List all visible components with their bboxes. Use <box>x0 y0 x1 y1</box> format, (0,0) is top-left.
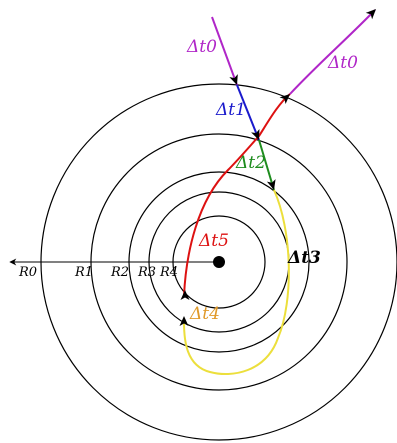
label-r1: R1 <box>74 265 93 280</box>
label-dt5: Δt5 <box>198 231 229 251</box>
label-r3: R3 <box>137 265 156 280</box>
arrow-out-mid <box>279 94 290 105</box>
arrow-dt4-upper <box>180 290 190 300</box>
segment-dt1 <box>236 84 260 141</box>
segment-dt5 <box>183 93 291 297</box>
label-dt0-in: Δt0 <box>186 37 217 57</box>
arrow-out-end <box>365 9 376 20</box>
arrow-dt1 <box>251 129 260 140</box>
label-dt0-out: Δt0 <box>327 53 358 73</box>
arrow-dt2 <box>266 179 276 190</box>
label-dt1: Δt1 <box>215 100 246 120</box>
label-r0: R0 <box>18 265 37 280</box>
arrow-dt0-in <box>229 74 238 85</box>
label-r4: R4 <box>159 265 178 280</box>
segment-dt0-out <box>289 9 376 95</box>
label-dt3: Δt3 <box>287 248 321 268</box>
segment-dt2 <box>258 139 275 191</box>
label-dt2: Δt2 <box>235 153 266 173</box>
arrow-dt4-lower <box>179 316 189 326</box>
segment-dt3 <box>183 189 290 376</box>
label-r2: R2 <box>110 265 129 280</box>
label-dt4: Δt4 <box>189 304 220 324</box>
segment-dt0-in <box>211 16 238 86</box>
center-dot <box>213 256 225 268</box>
